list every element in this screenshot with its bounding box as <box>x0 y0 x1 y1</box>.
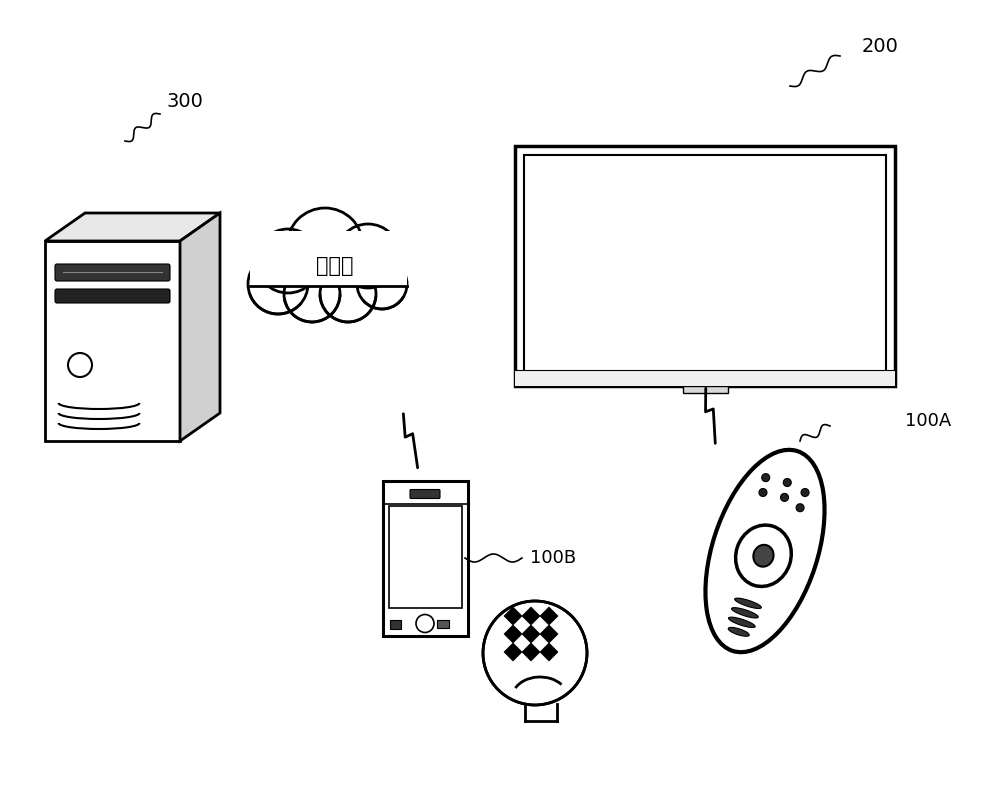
FancyBboxPatch shape <box>515 146 895 386</box>
FancyBboxPatch shape <box>388 505 462 607</box>
Polygon shape <box>250 231 407 286</box>
Polygon shape <box>45 241 180 441</box>
Circle shape <box>781 494 789 501</box>
FancyBboxPatch shape <box>55 289 170 303</box>
FancyBboxPatch shape <box>382 481 468 635</box>
Circle shape <box>320 266 376 322</box>
Polygon shape <box>504 625 522 643</box>
FancyBboxPatch shape <box>682 386 728 393</box>
FancyBboxPatch shape <box>437 619 449 627</box>
Circle shape <box>801 489 809 497</box>
Polygon shape <box>540 643 558 661</box>
FancyBboxPatch shape <box>55 264 170 281</box>
Circle shape <box>416 615 434 633</box>
Ellipse shape <box>753 544 774 567</box>
Circle shape <box>759 489 767 497</box>
Ellipse shape <box>728 617 755 627</box>
Text: 300: 300 <box>167 92 203 111</box>
Polygon shape <box>504 607 522 625</box>
Polygon shape <box>180 213 220 441</box>
Polygon shape <box>540 625 558 643</box>
Polygon shape <box>522 625 540 643</box>
Text: 200: 200 <box>862 37 898 56</box>
Text: 100A: 100A <box>905 412 951 430</box>
Polygon shape <box>522 643 540 661</box>
Text: 互联网: 互联网 <box>316 256 354 276</box>
Circle shape <box>336 224 400 288</box>
Ellipse shape <box>735 598 761 608</box>
Ellipse shape <box>732 607 758 618</box>
Circle shape <box>284 266 340 322</box>
Polygon shape <box>45 213 220 241</box>
Ellipse shape <box>736 525 791 587</box>
Ellipse shape <box>728 627 749 636</box>
FancyBboxPatch shape <box>524 155 886 377</box>
FancyBboxPatch shape <box>410 490 440 498</box>
Polygon shape <box>500 633 575 681</box>
Circle shape <box>762 474 770 482</box>
Circle shape <box>256 229 320 293</box>
Circle shape <box>357 259 407 309</box>
Circle shape <box>483 601 587 705</box>
Circle shape <box>783 478 791 486</box>
Polygon shape <box>522 607 540 625</box>
Circle shape <box>248 254 308 314</box>
Ellipse shape <box>705 450 825 652</box>
Circle shape <box>796 504 804 512</box>
Polygon shape <box>504 643 522 661</box>
Circle shape <box>287 208 363 284</box>
Polygon shape <box>540 607 558 625</box>
Text: 100B: 100B <box>530 549 576 567</box>
FancyBboxPatch shape <box>515 370 895 386</box>
FancyBboxPatch shape <box>390 619 401 629</box>
